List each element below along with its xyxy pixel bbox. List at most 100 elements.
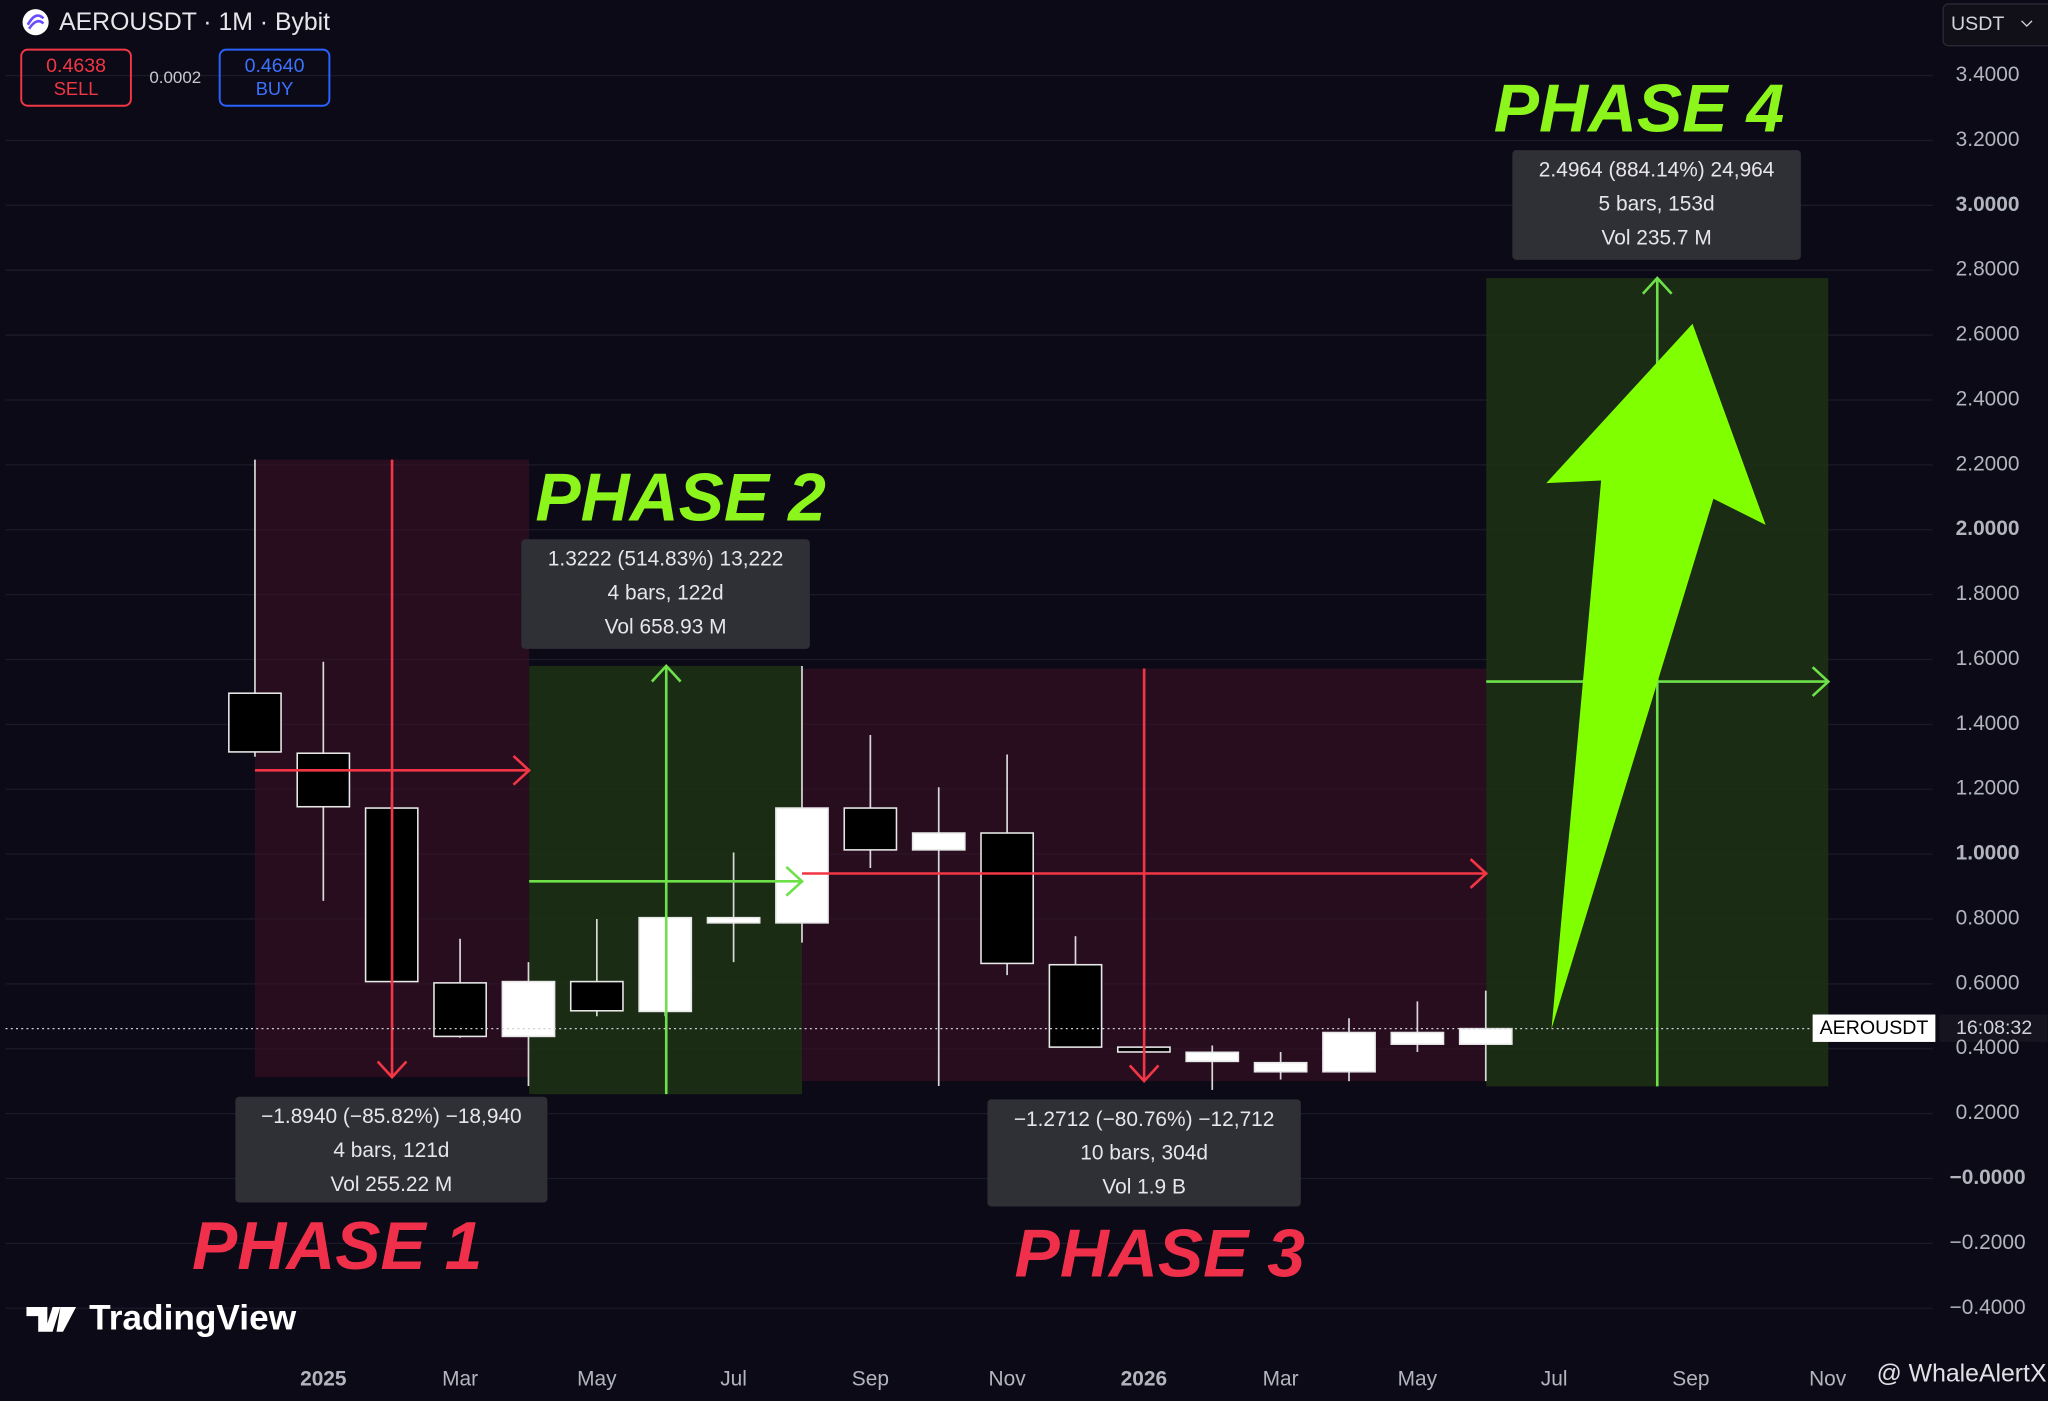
y-tick-label: 1.2000: [1956, 777, 2020, 800]
x-tick-label: Jul: [1541, 1368, 1568, 1391]
candle-body: [1253, 1061, 1308, 1073]
candles: [228, 459, 1513, 1090]
measure-text: Vol 1.9 B: [1102, 1176, 1186, 1199]
x-tick-label: Jul: [720, 1368, 747, 1391]
buy-button[interactable]: [218, 48, 331, 107]
candle-body: [1048, 963, 1103, 1048]
y-tick-label: 2.8000: [1956, 258, 2020, 281]
y-tick-label: 2.2000: [1956, 452, 2020, 475]
y-tick-label: −0.0000: [1950, 1166, 2026, 1189]
candle-body: [843, 807, 898, 851]
candle-body: [569, 980, 624, 1012]
y-tick-label: 1.4000: [1956, 712, 2020, 735]
big-arrow: [1546, 323, 1766, 1029]
arrow-head: [785, 866, 804, 897]
measure-text: 2.4964 (884.14%) 24,964: [1539, 159, 1775, 182]
candle-body: [433, 982, 487, 1038]
candle-body: [911, 832, 966, 851]
y-tick-label: 0.4000: [1956, 1036, 2020, 1059]
candle-body: [1390, 1031, 1445, 1045]
candle-body: [228, 692, 282, 753]
phase-label: PHASE 3: [1015, 1217, 1305, 1292]
price-tag-time: 16:08:32: [1956, 1017, 2032, 1039]
y-tick-label: 0.2000: [1956, 1101, 2020, 1124]
measure-text: 5 bars, 153d: [1599, 193, 1715, 216]
measure-box: [987, 1099, 1301, 1207]
brand: TradingView: [89, 1298, 297, 1337]
y-tick-label: 1.6000: [1956, 647, 2020, 670]
arrow-head: [1128, 1064, 1160, 1084]
y-tick-label: 1.0000: [1956, 842, 2020, 865]
x-tick-label: 2025: [300, 1368, 347, 1391]
buy-label: BUY: [256, 78, 294, 99]
measure-box: [1512, 150, 1801, 260]
y-tick-label: 3.2000: [1956, 128, 2020, 151]
candle-body: [706, 916, 761, 924]
currency-label: USDT: [1951, 13, 2004, 35]
candle-body: [501, 980, 556, 1038]
x-tick-label: May: [577, 1368, 617, 1391]
x-tick-label: Nov: [1809, 1368, 1847, 1391]
symbol-logo-mark: [26, 14, 45, 30]
x-tick-label: Sep: [1672, 1368, 1709, 1391]
candle-body: [775, 807, 829, 924]
measure-text: 10 bars, 304d: [1080, 1142, 1208, 1165]
x-tick-label: 2026: [1121, 1368, 1167, 1391]
buy-price: 0.4640: [245, 55, 305, 77]
arrow-head: [650, 663, 682, 683]
measure-text: 4 bars, 122d: [608, 582, 724, 605]
price-tag-symbol-box: [1812, 1014, 1936, 1042]
x-tick-label: Nov: [989, 1368, 1027, 1391]
candle-body: [1185, 1051, 1240, 1063]
y-tick-label: 1.8000: [1956, 582, 2020, 605]
y-tick-label: 2.0000: [1956, 517, 2020, 540]
phase-label: PHASE 1: [192, 1209, 482, 1284]
measure-box: [235, 1096, 548, 1203]
candle-body: [1322, 1031, 1376, 1073]
arrow-head: [1811, 666, 1831, 697]
y-tick-label: 3.4000: [1956, 63, 2020, 86]
spread: 0.0002: [149, 68, 201, 87]
measure-text: Vol 255.22 M: [330, 1173, 452, 1196]
sell-price: 0.4638: [46, 55, 106, 77]
dropdown-caret: [2021, 20, 2033, 28]
arrow-head: [376, 1060, 408, 1080]
sell-button[interactable]: [20, 48, 132, 107]
measure-text: 1.3222 (514.83%) 13,222: [548, 548, 784, 571]
overlays: −1.8940 (−85.82%) −18,940 4 bars, 121d Vol…: [5, 72, 1831, 1292]
y-tick-label: 2.6000: [1956, 323, 2020, 346]
y-tick-label: 3.0000: [1956, 193, 2020, 216]
measure-text: Vol 658.93 M: [605, 616, 727, 639]
y-tick-label: 2.4000: [1956, 387, 2020, 410]
price-tag-time-box: [1939, 1014, 2048, 1042]
measure-text: −1.8940 (−85.82%) −18,940: [261, 1105, 522, 1128]
x-tick-label: May: [1398, 1368, 1438, 1391]
arrow-head: [512, 755, 532, 786]
y-tick-label: −0.4000: [1950, 1296, 2026, 1319]
arrow-head: [1641, 276, 1673, 295]
candle-body: [1458, 1027, 1513, 1045]
x-tick-label: Mar: [1263, 1368, 1299, 1391]
y-tick-label: 0.6000: [1956, 971, 2020, 994]
watermark: @ WhaleAlertX: [1877, 1360, 2047, 1387]
phase-label: PHASE 4: [1494, 72, 1784, 147]
price-tag-symbol: AEROUSDT: [1820, 1017, 1929, 1039]
measure-text: Vol 235.7 M: [1601, 226, 1711, 249]
arrow-head: [1469, 858, 1489, 889]
candle-body: [980, 832, 1035, 965]
y-tick-label: 0.8000: [1956, 906, 2020, 929]
sell-label: SELL: [54, 78, 99, 99]
chart-title: AEROUSDT · 1M · Bybit: [59, 9, 330, 36]
currency-dropdown[interactable]: [1942, 3, 2048, 47]
measure-text: −1.2712 (−80.76%) −12,712: [1014, 1108, 1275, 1131]
candle-body: [296, 752, 351, 808]
measure-box: [521, 539, 810, 649]
measure-text: 4 bars, 121d: [333, 1139, 449, 1162]
y-tick-label: −0.2000: [1950, 1231, 2026, 1254]
x-tick-label: Mar: [442, 1368, 478, 1391]
brand-logo: [26, 1306, 77, 1332]
phase-label: PHASE 2: [535, 461, 826, 536]
x-tick-label: Sep: [852, 1368, 889, 1391]
